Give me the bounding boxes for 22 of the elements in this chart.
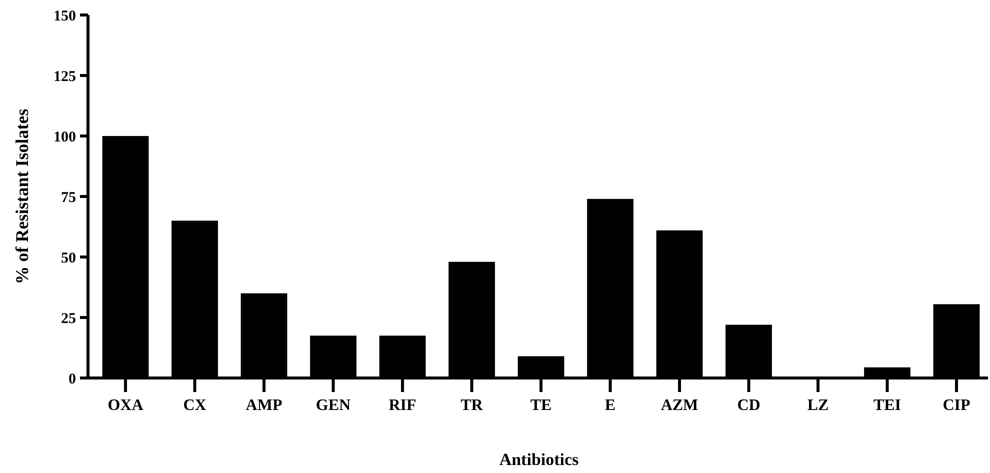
y-tick-label: 125 [54,68,76,85]
x-tick-label: AZM [660,397,698,414]
x-tick-label: LZ [807,397,829,414]
y-tick-label: 150 [54,8,76,24]
x-tick-label: GEN [316,397,352,414]
x-tick-label: E [604,397,616,414]
y-tick-label: 25 [61,310,76,327]
x-tick-label: TR [460,397,484,414]
y-tick-label: 50 [61,250,76,266]
x-tick-label: CX [183,397,207,414]
y-axis-title: % of Resistant Isolates [12,108,32,284]
x-tick-label: CD [737,397,760,414]
x-tick-label: TEI [873,397,902,414]
x-tick-label: RIF [388,397,417,414]
x-tick-label: CIP [942,397,970,414]
y-tick-label: 0 [68,371,76,388]
x-tick-label: OXA [108,397,144,414]
x-axis-title: Antibiotics [499,450,580,469]
y-tick-label: 75 [61,190,76,206]
x-tick-label: AMP [246,397,282,414]
x-tick-label: TE [530,397,552,414]
y-tick-label: 100 [54,129,76,146]
